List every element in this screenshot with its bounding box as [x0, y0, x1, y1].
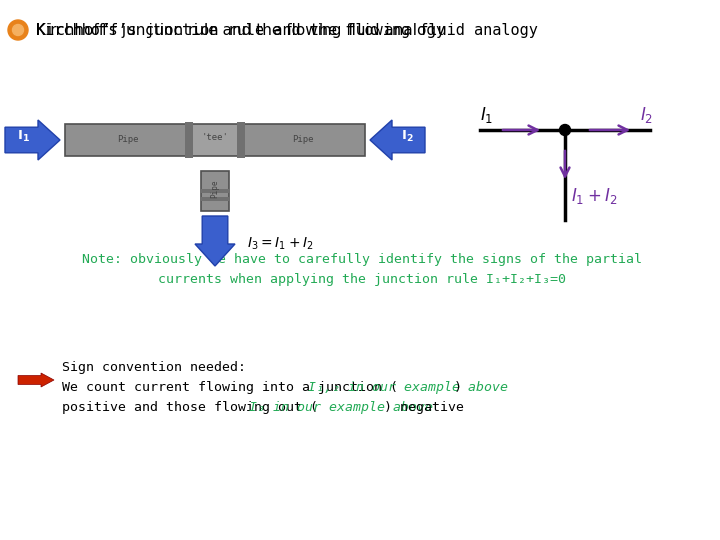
Circle shape [12, 24, 24, 36]
Bar [237, 122, 241, 158]
FancyArrow shape [5, 120, 60, 160]
Text: $\mathbf{I_1}$: $\mathbf{I_1}$ [17, 129, 30, 144]
Text: Note: obviously we have to carefully identify the signs of the partial: Note: obviously we have to carefully ide… [82, 253, 642, 267]
Text: I₁,₂ in our example above: I₁,₂ in our example above [307, 381, 508, 395]
Bar [185, 122, 189, 158]
Bar [240, 124, 365, 156]
Circle shape [559, 125, 570, 136]
Text: Pipe: Pipe [210, 180, 220, 198]
Text: $I_1$: $I_1$ [480, 105, 493, 125]
Text: positive and those flowing out (: positive and those flowing out ( [62, 402, 318, 415]
Text: $I_1 + I_2$: $I_1 + I_2$ [571, 186, 617, 206]
Text: Sign convention needed:: Sign convention needed: [62, 361, 246, 375]
Text: currents when applying the junction rule I₁+I₂+I₃=0: currents when applying the junction rule… [158, 273, 566, 287]
Text: Kirchhoff’s junction rule and the flowing fluid analogy: Kirchhoff’s junction rule and the flowin… [36, 23, 445, 37]
Text: $\mathbf{I_2}$: $\mathbf{I_2}$ [400, 129, 413, 144]
Text: $I_2$: $I_2$ [640, 105, 653, 125]
Text: We count current flowing into a junction (: We count current flowing into a junction… [62, 381, 398, 395]
FancyArrow shape [370, 120, 425, 160]
Circle shape [8, 20, 28, 40]
Bar [200, 189, 230, 193]
Bar [241, 122, 245, 158]
Bar [200, 197, 230, 201]
Text: I₃ in our example above: I₃ in our example above [249, 402, 433, 415]
Bar [190, 124, 240, 156]
Text: $I_3=I_1+I_2$: $I_3=I_1+I_2$ [247, 236, 314, 252]
Text: ): ) [454, 381, 462, 395]
FancyArrow shape [195, 216, 235, 266]
Bar [189, 122, 193, 158]
Text: ) negative: ) negative [384, 402, 464, 415]
Text: Kirchhoff’s junction rule and the flowing fluid analogy: Kirchhoff’s junction rule and the flowin… [36, 23, 538, 37]
Text: 'tee': 'tee' [202, 132, 228, 141]
Bar [203, 179, 227, 199]
Text: Pipe: Pipe [117, 136, 138, 145]
FancyArrow shape [18, 373, 54, 387]
Text: Pipe: Pipe [292, 136, 313, 145]
Bar [201, 171, 229, 211]
Bar [65, 124, 190, 156]
